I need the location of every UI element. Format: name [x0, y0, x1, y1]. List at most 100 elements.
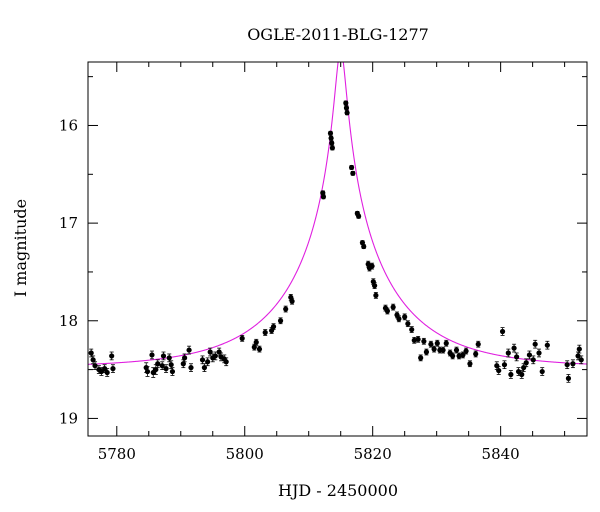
data-marker	[283, 306, 289, 312]
data-point	[253, 338, 259, 346]
model-curve-layer	[87, 61, 588, 365]
data-point	[223, 357, 229, 367]
data-marker	[188, 365, 194, 371]
data-marker	[166, 355, 172, 361]
data-marker	[505, 350, 511, 356]
data-point	[329, 145, 335, 151]
data-point	[536, 348, 542, 358]
data-point	[328, 135, 334, 141]
data-marker	[564, 362, 570, 368]
data-marker	[405, 321, 411, 327]
data-point	[350, 170, 356, 176]
data-marker	[390, 304, 396, 310]
plot-frame	[87, 61, 588, 437]
data-point	[343, 105, 350, 111]
data-point	[570, 359, 576, 369]
data-marker	[350, 170, 356, 176]
data-marker	[372, 283, 378, 289]
data-marker	[182, 355, 188, 361]
data-marker	[369, 263, 375, 269]
data-point	[450, 352, 456, 360]
data-marker	[327, 130, 334, 136]
data-marker	[90, 357, 96, 363]
data-point	[169, 367, 176, 376]
data-marker	[223, 359, 229, 365]
y-axis-title: I magnitude	[11, 199, 30, 297]
data-marker	[409, 326, 415, 333]
data-point	[372, 282, 378, 289]
data-marker	[402, 314, 408, 320]
data-marker	[434, 340, 440, 346]
data-point	[405, 320, 411, 328]
data-point	[369, 262, 375, 270]
data-point	[320, 194, 327, 200]
data-point	[473, 350, 479, 358]
data-point	[159, 361, 165, 370]
data-marker	[270, 324, 277, 330]
data-marker	[144, 368, 151, 375]
data-point	[453, 346, 460, 354]
data-point	[578, 355, 584, 365]
data-marker	[530, 357, 536, 363]
data-marker	[168, 362, 174, 368]
data-marker	[262, 329, 268, 336]
data-marker	[423, 349, 430, 355]
data-point	[415, 335, 421, 343]
data-point	[277, 317, 284, 325]
data-marker	[511, 345, 517, 351]
data-point	[182, 353, 188, 363]
data-marker	[88, 350, 94, 356]
data-marker	[239, 335, 245, 341]
data-marker	[212, 353, 218, 359]
data-point	[508, 370, 514, 379]
data-marker	[575, 353, 581, 359]
data-marker	[443, 340, 449, 346]
y-tick-label: 19	[59, 409, 78, 427]
data-point	[186, 345, 192, 355]
data-marker	[450, 353, 456, 359]
data-marker	[348, 164, 355, 171]
data-point	[463, 347, 469, 355]
data-point	[564, 360, 570, 370]
data-marker	[565, 375, 572, 381]
data-marker	[532, 341, 538, 347]
data-point	[199, 355, 206, 365]
data-point	[104, 368, 110, 377]
data-marker	[277, 318, 284, 324]
data-marker	[102, 366, 108, 372]
y-tick-label: 16	[59, 116, 78, 134]
x-tick-label: 5820	[354, 445, 392, 463]
data-marker	[356, 213, 362, 219]
data-marker	[205, 359, 211, 365]
data-marker	[149, 352, 155, 358]
data-marker	[576, 346, 582, 352]
data-marker	[251, 344, 257, 350]
data-marker	[361, 243, 367, 250]
data-point	[239, 335, 245, 342]
data-point	[205, 357, 211, 367]
axes: 5780 5800 5820 5840 16 17 18 19	[59, 61, 588, 463]
x-axis-title: HJD - 2450000	[278, 481, 398, 500]
data-point	[188, 363, 194, 372]
y-tick-label: 18	[59, 312, 78, 330]
data-marker	[467, 361, 473, 367]
data-marker	[207, 349, 213, 355]
data-marker	[329, 145, 335, 151]
data-point	[434, 339, 440, 347]
data-marker	[253, 339, 259, 345]
data-marker	[329, 140, 335, 146]
data-marker	[499, 328, 506, 335]
data-marker	[578, 357, 584, 363]
data-marker	[373, 292, 379, 298]
data-marker	[320, 194, 327, 200]
data-point	[262, 329, 268, 336]
data-point	[201, 363, 208, 372]
x-tick-label: 5800	[226, 445, 264, 463]
data-marker	[160, 353, 167, 359]
data-point	[327, 130, 334, 136]
data-marker	[343, 100, 349, 106]
data-marker	[344, 110, 350, 116]
data-marker	[521, 365, 527, 371]
data-marker	[526, 352, 533, 358]
data-marker	[496, 367, 502, 374]
